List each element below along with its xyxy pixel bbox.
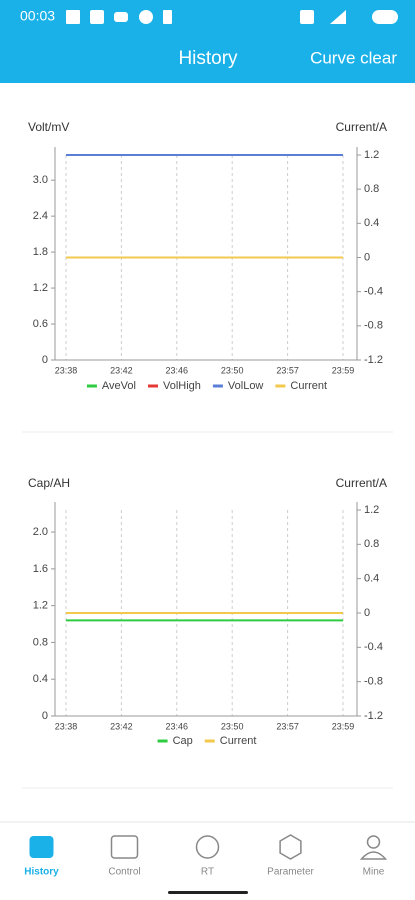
y2-tick-label: 1.2 [364, 504, 379, 516]
y2-axis-title: Current/A [336, 476, 387, 490]
nav-icon [279, 834, 302, 860]
y2-tick-label: 0.8 [364, 183, 379, 195]
nav-icon [110, 835, 139, 859]
y2-tick-label: 1.2 [364, 149, 379, 161]
nav-item[interactable]: Control [108, 835, 141, 878]
legend-label: VolHigh [163, 380, 201, 392]
y2-tick-label: 0.4 [364, 573, 379, 585]
nav-label: Control [108, 867, 140, 878]
status-time: 00:03 [20, 8, 55, 24]
y2-tick-label: -0.4 [364, 641, 383, 653]
status-icons [66, 10, 398, 24]
x-tick-label: 23:38 [55, 721, 78, 731]
y-tick-label: 1.2 [33, 282, 48, 294]
header-bar [0, 0, 415, 83]
y2-tick-label: -1.2 [364, 710, 383, 722]
nav-icon [366, 835, 381, 849]
y-tick-label: 0.6 [33, 318, 48, 330]
legend-label: Current [220, 735, 257, 747]
y2-tick-label: 0.8 [364, 538, 379, 550]
x-tick-label: 23:59 [332, 365, 355, 375]
nav-label: Parameter [267, 867, 314, 878]
y-tick-label: 0 [42, 710, 48, 722]
y2-tick-label: 0 [364, 607, 370, 619]
legend: AveVol VolHigh VolLow Current [86, 380, 327, 392]
x-tick-label: 23:50 [221, 365, 244, 375]
y-tick-label: 1.2 [33, 600, 48, 612]
header-title: History [178, 48, 238, 69]
y2-tick-label: -0.8 [364, 320, 383, 332]
x-tick-label: 23:50 [221, 721, 244, 731]
legend-label: Cap [173, 735, 193, 747]
y-tick-label: 0.4 [33, 673, 48, 685]
nav-item[interactable]: History [24, 836, 59, 878]
legend-label: Current [290, 380, 327, 392]
y-tick-label: 2.4 [33, 210, 48, 222]
nav-icon [195, 835, 220, 859]
y-tick-label: 1.8 [33, 246, 48, 258]
x-tick-label: 23:57 [276, 365, 299, 375]
x-tick-label: 23:59 [332, 721, 355, 731]
nav-label: History [24, 867, 59, 878]
y2-tick-label: -0.8 [364, 676, 383, 688]
x-tick-label: 23:46 [166, 365, 189, 375]
x-tick-label: 23:42 [110, 721, 133, 731]
y-axis-title: Volt/mV [28, 120, 69, 134]
y-tick-label: 0 [42, 354, 48, 366]
nav-icon [359, 851, 388, 860]
x-tick-label: 23:42 [110, 365, 133, 375]
y-tick-label: 3.0 [33, 174, 48, 186]
y2-tick-label: 0 [364, 251, 370, 263]
y2-tick-label: -0.4 [364, 286, 383, 298]
nav-item[interactable]: Parameter [267, 834, 315, 878]
nav-item[interactable]: RT [195, 835, 220, 878]
nav-item[interactable]: Mine [359, 835, 388, 878]
x-tick-label: 23:46 [166, 721, 189, 731]
curve-clear-button[interactable]: Curve clear [310, 48, 397, 67]
legend: Cap Current [157, 735, 257, 747]
nav-label: RT [201, 867, 214, 878]
x-tick-label: 23:57 [276, 721, 299, 731]
y2-tick-label: -1.2 [364, 354, 383, 366]
y-tick-label: 2.0 [33, 526, 48, 538]
nav-icon [29, 836, 54, 858]
nav-label: Mine [363, 867, 385, 878]
legend-label: VolLow [228, 380, 264, 392]
y-axis-title: Cap/AH [28, 476, 70, 490]
y2-axis-title: Current/A [336, 120, 387, 134]
y2-tick-label: 0.4 [364, 217, 379, 229]
y-tick-label: 0.8 [33, 636, 48, 648]
x-tick-label: 23:38 [55, 365, 78, 375]
legend-label: AveVol [102, 380, 136, 392]
home-indicator [168, 891, 248, 894]
y-tick-label: 1.6 [33, 563, 48, 575]
